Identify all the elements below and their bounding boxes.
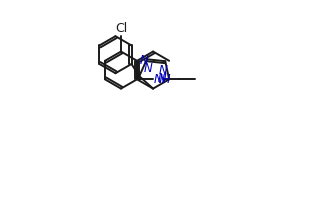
Text: N: N (139, 54, 148, 67)
Text: N: N (159, 64, 168, 77)
Text: Cl: Cl (115, 22, 127, 35)
Text: N: N (144, 62, 152, 75)
Text: N: N (158, 72, 166, 85)
Text: NH: NH (153, 73, 171, 86)
